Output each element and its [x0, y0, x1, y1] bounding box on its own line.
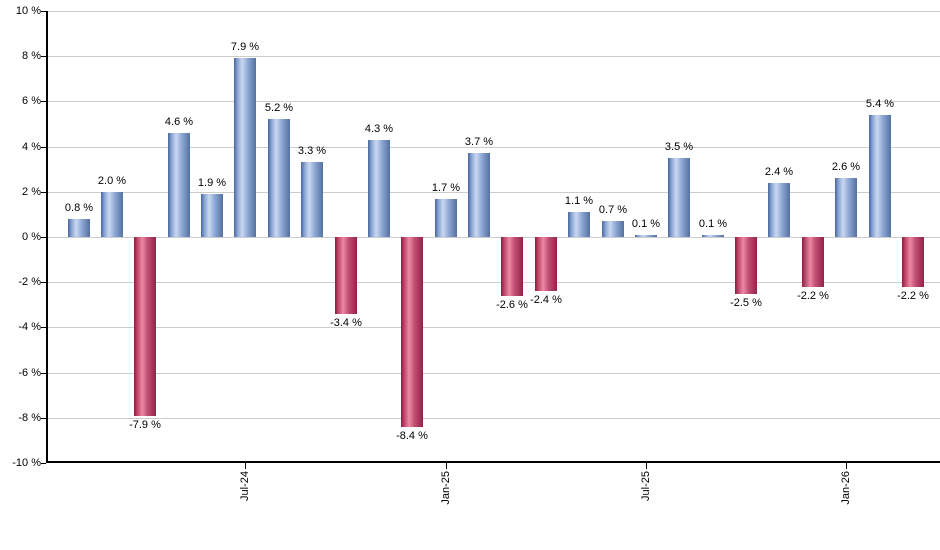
bar-value-label: -2.2 % — [897, 290, 929, 302]
y-axis-tick — [41, 56, 46, 57]
y-axis-tick — [41, 147, 46, 148]
y-axis-tick — [41, 282, 46, 283]
negative-return-bar — [501, 237, 523, 296]
gridline — [48, 192, 940, 193]
positive-return-bar — [234, 58, 256, 237]
bar-value-label: 4.6 % — [164, 116, 194, 128]
gridline — [48, 373, 940, 374]
y-axis-label: -8 % — [18, 412, 41, 424]
gridline — [48, 147, 940, 148]
x-axis-line — [46, 461, 940, 463]
x-axis-tick — [446, 463, 447, 469]
bar-value-label: 4.3 % — [364, 123, 394, 135]
bar-value-label: -3.4 % — [330, 317, 362, 329]
gridline — [48, 282, 940, 283]
bar-value-label: 2.0 % — [97, 175, 127, 187]
negative-return-bar — [134, 237, 156, 416]
positive-return-bar — [568, 212, 590, 237]
bar-value-label: 0.7 % — [598, 204, 628, 216]
y-axis-label: 8 % — [22, 50, 41, 62]
bar-value-label: 2.4 % — [764, 166, 794, 178]
y-axis-label: 2 % — [22, 186, 41, 198]
y-axis-label: 0 % — [22, 231, 41, 243]
y-axis-tick — [41, 418, 46, 419]
y-axis-label: 10 % — [15, 5, 41, 17]
x-axis-label: Jan-26 — [840, 471, 852, 505]
gridline — [48, 56, 940, 57]
negative-return-bar — [535, 237, 557, 291]
negative-return-bar — [902, 237, 924, 287]
y-axis-tick — [41, 237, 46, 238]
bar-value-label: 0.1 % — [631, 218, 661, 230]
y-axis-tick — [41, 373, 46, 374]
negative-return-bar — [335, 237, 357, 314]
negative-return-bar — [401, 237, 423, 427]
x-axis-label: Jul-25 — [640, 471, 652, 501]
gridline — [48, 101, 940, 102]
positive-return-bar — [168, 133, 190, 237]
bar-value-label: 1.9 % — [197, 177, 227, 189]
bar-value-label: -2.5 % — [730, 297, 762, 309]
bar-value-label: 2.6 % — [831, 161, 861, 173]
positive-return-bar — [301, 162, 323, 237]
x-axis-tick — [245, 463, 246, 469]
positive-return-bar — [201, 194, 223, 237]
bar-value-label: 5.2 % — [264, 102, 294, 114]
bar-value-label: 0.1 % — [698, 218, 728, 230]
y-axis-tick — [41, 101, 46, 102]
bar-value-label: 0.8 % — [64, 202, 94, 214]
y-axis-label: -4 % — [18, 321, 41, 333]
positive-return-bar — [635, 235, 657, 237]
negative-return-bar — [802, 237, 824, 287]
y-axis-line — [46, 11, 48, 463]
x-axis-label: Jul-24 — [239, 471, 251, 501]
bar-value-label: 5.4 % — [865, 98, 895, 110]
y-axis-label: 4 % — [22, 141, 41, 153]
bar-value-label: -7.9 % — [129, 419, 161, 431]
positive-return-bar — [835, 178, 857, 237]
y-axis-tick — [41, 11, 46, 12]
bar-value-label: -8.4 % — [396, 430, 428, 442]
positive-return-bar — [268, 119, 290, 237]
positive-return-bar — [768, 183, 790, 237]
bar-value-label: 1.7 % — [431, 182, 461, 194]
bar-value-label: -2.6 % — [496, 299, 528, 311]
negative-return-bar — [735, 237, 757, 294]
x-axis-tick — [646, 463, 647, 469]
x-axis-tick — [846, 463, 847, 469]
bar-value-label: 3.3 % — [297, 145, 327, 157]
positive-return-bar — [68, 219, 90, 237]
bar-value-label: 3.7 % — [464, 136, 494, 148]
x-axis-label: Jan-25 — [440, 471, 452, 505]
y-axis-label: -2 % — [18, 276, 41, 288]
positive-return-bar — [668, 158, 690, 237]
bar-value-label: -2.2 % — [797, 290, 829, 302]
bar-value-label: -2.4 % — [530, 294, 562, 306]
y-axis-tick — [41, 192, 46, 193]
bar-value-label: 3.5 % — [664, 141, 694, 153]
bar-value-label: 7.9 % — [230, 41, 260, 53]
gridline — [48, 327, 940, 328]
y-axis-tick — [41, 327, 46, 328]
bar-value-label: 1.1 % — [564, 195, 594, 207]
gridline — [48, 418, 940, 419]
y-axis-tick — [41, 463, 46, 464]
positive-return-bar — [602, 221, 624, 237]
y-axis-label: 6 % — [22, 95, 41, 107]
y-axis-label: -10 % — [12, 457, 41, 469]
positive-return-bar — [702, 235, 724, 237]
positive-return-bar — [101, 192, 123, 237]
y-axis-label: -6 % — [18, 367, 41, 379]
positive-return-bar — [368, 140, 390, 237]
gridline — [48, 237, 940, 238]
positive-return-bar — [869, 115, 891, 237]
positive-return-bar — [435, 199, 457, 237]
positive-return-bar — [468, 153, 490, 237]
gridline — [48, 11, 940, 12]
